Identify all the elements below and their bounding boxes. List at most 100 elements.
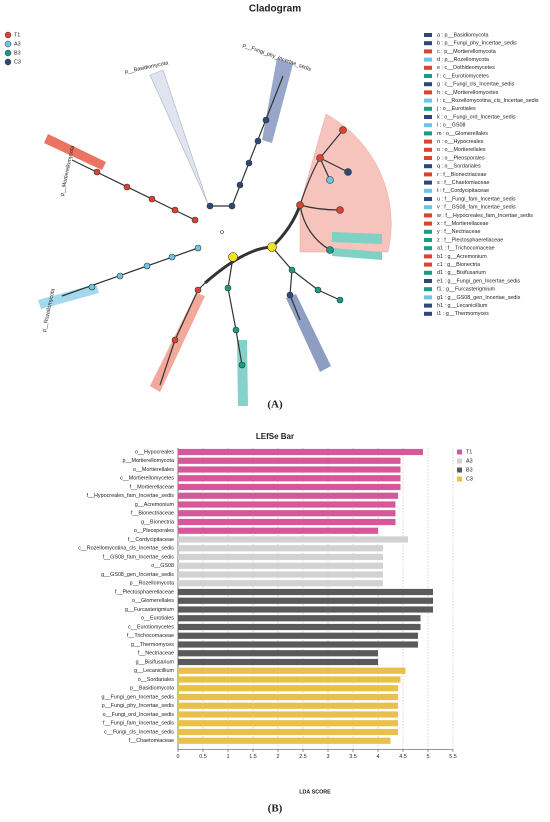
legend-label: e : c__Dothideomycetes xyxy=(437,65,495,71)
bar xyxy=(178,641,418,648)
legend-swatch xyxy=(424,131,432,136)
bar xyxy=(178,588,433,596)
legend-label: x : f__Mortierellaceae xyxy=(437,221,489,227)
legend-swatch xyxy=(424,303,432,308)
legend-label: l : o__GS08 xyxy=(437,123,465,129)
legend-label: d : p__Rozellomycota xyxy=(437,57,489,63)
x-tick-label: 0.5 xyxy=(199,754,207,760)
x-tick-label: 5.5 xyxy=(449,754,457,760)
bar xyxy=(178,466,401,473)
y-tick-label: g__Furcasterigmium xyxy=(125,607,175,613)
legend-swatch xyxy=(457,476,462,482)
bar xyxy=(178,483,401,491)
legend-swatch xyxy=(424,221,432,226)
legend-label: T1 xyxy=(466,449,472,455)
legend-label: B3 xyxy=(466,467,473,473)
legend-label: a : p__Basidiomycota xyxy=(437,32,489,38)
x-tick-label: 1.5 xyxy=(249,754,257,760)
bar xyxy=(178,606,433,613)
legend-swatch xyxy=(424,74,432,78)
legend-swatch xyxy=(424,180,432,185)
bar xyxy=(178,597,433,604)
bar xyxy=(178,518,396,526)
legend-label: i1 : g__Thermomyces xyxy=(437,311,489,317)
y-tick-label: g__Bionectria xyxy=(141,519,174,525)
legend-swatch xyxy=(424,311,432,316)
x-tick-label: 1 xyxy=(227,754,230,760)
legend-label: f1 : g__Furcasterigmium xyxy=(437,287,496,293)
y-tick-label: f__Mortierellaceae xyxy=(130,484,174,490)
bar xyxy=(178,562,383,569)
bar xyxy=(178,475,401,482)
x-tick-label: 4 xyxy=(377,754,380,760)
legend-label: b : p__Fungi_phy_Incertae_sedis xyxy=(437,41,517,47)
bar-title: LEfSe Bar xyxy=(256,432,294,441)
legend-label: c : p__Mortierellomycota xyxy=(437,49,496,55)
legend-marker xyxy=(4,49,12,57)
y-tick-label: o__Sordariales xyxy=(138,677,175,683)
legend-label: k : o__Fungi_ord_Incertae_sedis xyxy=(437,114,516,120)
legend-marker xyxy=(4,58,12,66)
legend-label: f : c__Eurotiomycetes xyxy=(437,73,489,79)
bar xyxy=(178,492,398,499)
bar xyxy=(178,650,378,657)
bar xyxy=(178,545,383,552)
legend-swatch xyxy=(457,467,462,473)
y-tick-label: c__Rozellomycotina_cls_Incertae_sedis xyxy=(78,546,174,552)
bar xyxy=(178,737,391,744)
legend-swatch xyxy=(424,205,432,210)
bar xyxy=(178,720,398,727)
x-tick-label: 2 xyxy=(277,754,280,760)
y-tick-label: p__Basidiomycota xyxy=(130,686,174,692)
legend-label: g1 : g__GS08_gen_Incertae_sedis xyxy=(437,295,521,301)
bar xyxy=(178,728,398,736)
y-tick-label: f__Plectosphaerellaceae xyxy=(115,589,174,595)
clade-highlight xyxy=(44,134,106,170)
legend-label: c1 : g__Bionectria xyxy=(437,262,480,268)
legend-label: C3 xyxy=(14,59,21,65)
panel-label: (B) xyxy=(268,803,283,815)
y-tick-label: p__Fungi_phy_Incertae_sedis xyxy=(102,703,175,709)
bar xyxy=(178,510,396,517)
y-tick-label: g__Thermomyces xyxy=(131,642,174,648)
y-tick-label: g__Acremonium xyxy=(135,502,175,508)
legend-swatch xyxy=(424,246,432,251)
legend-swatch xyxy=(424,254,432,259)
legend-swatch xyxy=(424,82,432,87)
legend-label: h : c__Mortierellomycetes xyxy=(437,90,499,96)
y-tick-label: p__Rozellomycota xyxy=(130,581,174,587)
x-tick-label: 2.5 xyxy=(299,754,307,760)
legend-swatch xyxy=(424,123,432,128)
y-tick-label: f__Trichocomaceae xyxy=(127,633,174,639)
bar xyxy=(178,667,406,674)
bar xyxy=(178,702,398,709)
legend-swatch xyxy=(424,197,432,201)
legend-label: z : f__Plectosphaerellaceae xyxy=(437,237,503,243)
y-tick-label: c__Fungi_cls_Incertae_sedis xyxy=(104,729,174,735)
clade-highlight xyxy=(286,294,331,372)
tree-nodes xyxy=(88,116,352,369)
legend-swatch xyxy=(457,449,462,455)
legend-label: d1 : g__Bisifusarium xyxy=(437,270,486,276)
clade-highlight xyxy=(299,113,392,253)
legend-label: B3 xyxy=(14,50,21,56)
legend-swatch xyxy=(424,41,432,46)
legend-swatch xyxy=(424,139,432,144)
legend-swatch xyxy=(424,295,432,300)
legend-label: s : f__Chaetomiaceae xyxy=(437,180,489,186)
legend-label: b1 : g__Acremonium xyxy=(437,254,487,260)
y-tick-label: o__Pleosporales xyxy=(134,528,174,534)
bar xyxy=(178,676,401,683)
y-tick-label: o__Hypocreales xyxy=(135,449,174,455)
bar xyxy=(178,448,423,456)
legend-marker xyxy=(4,40,12,48)
legend-swatch xyxy=(424,156,432,160)
y-tick-label: g__Fungi_gen_Incertae_sedis xyxy=(101,694,174,700)
x-tick-label: 3 xyxy=(327,754,330,760)
legend-swatch xyxy=(424,33,432,37)
x-tick-label: 0 xyxy=(177,754,180,760)
legend-label: v : f__GS08_fam_Incertae_sedis xyxy=(437,205,516,211)
branch-label: p__Mortierellomycota xyxy=(59,145,76,197)
bar xyxy=(178,571,383,578)
